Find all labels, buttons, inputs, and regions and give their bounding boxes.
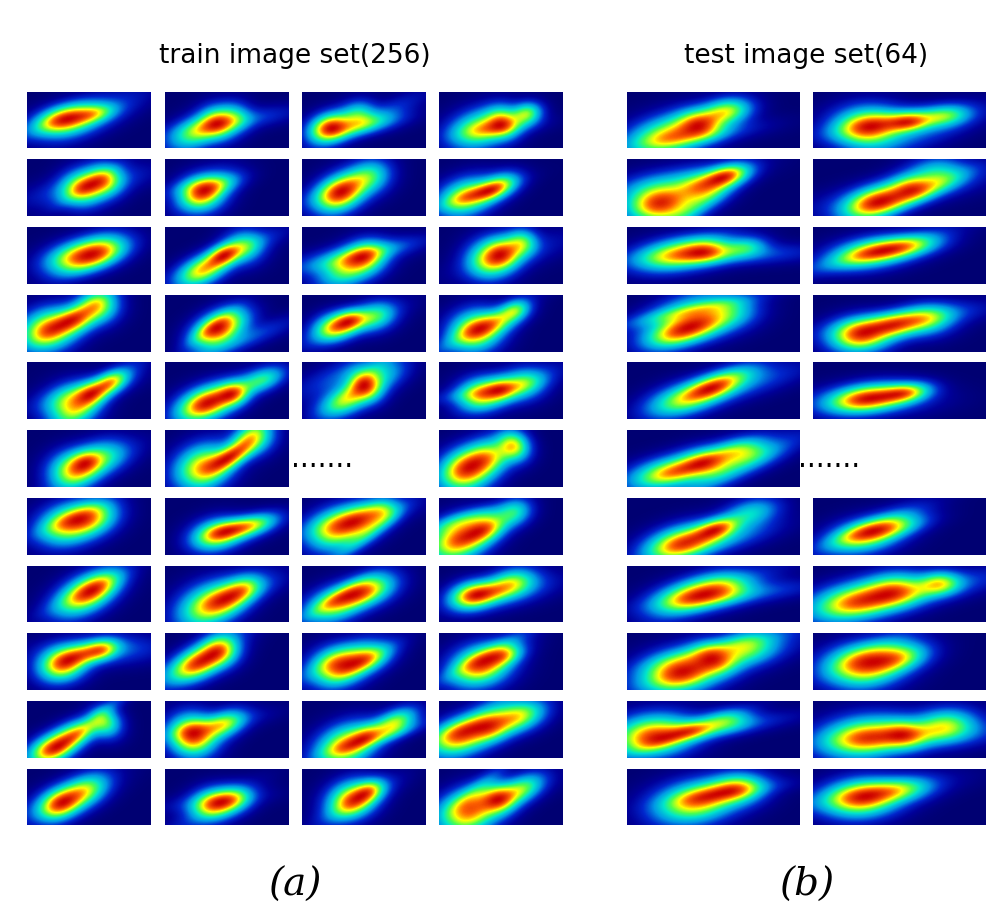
Text: train image set(256): train image set(256) <box>159 44 430 69</box>
Text: .......: ....... <box>291 445 354 472</box>
Text: (b): (b) <box>779 866 834 903</box>
Text: test image set(64): test image set(64) <box>684 44 928 69</box>
Text: .......: ....... <box>797 445 860 472</box>
Text: (a): (a) <box>268 866 322 903</box>
